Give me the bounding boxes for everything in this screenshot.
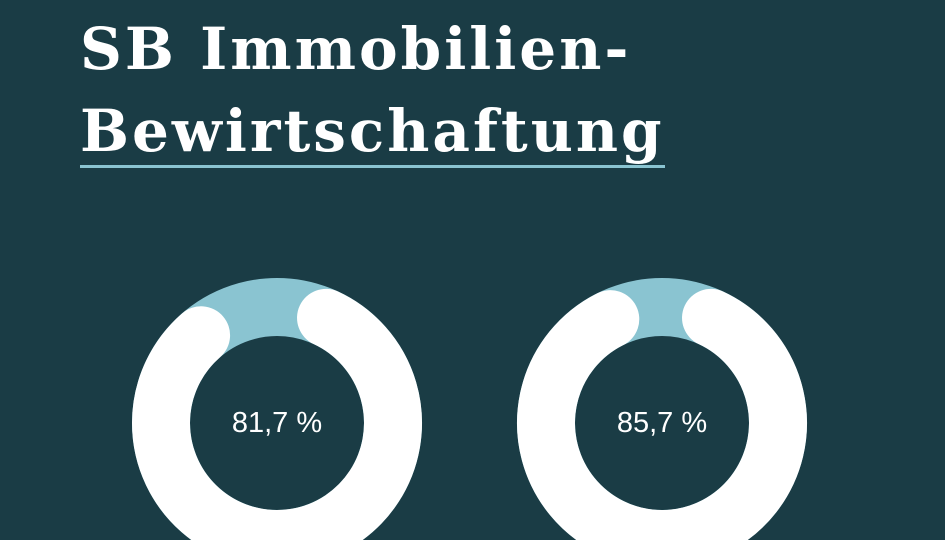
donut-chart-2: 85,7 % bbox=[517, 278, 807, 540]
donut-2-value-arc bbox=[517, 288, 807, 540]
donut-2-label: 85,7 % bbox=[617, 407, 707, 439]
page-title: SB Immobilien- Bewirtschaftung bbox=[80, 8, 665, 172]
title-line-1: SB Immobilien- bbox=[80, 15, 632, 83]
donut-1-value-arc bbox=[132, 288, 422, 540]
donut-1-label: 81,7 % bbox=[232, 407, 322, 439]
title-line-2: Bewirtschaftung bbox=[80, 99, 665, 168]
donut-chart-1: 81,7 % bbox=[132, 278, 422, 540]
